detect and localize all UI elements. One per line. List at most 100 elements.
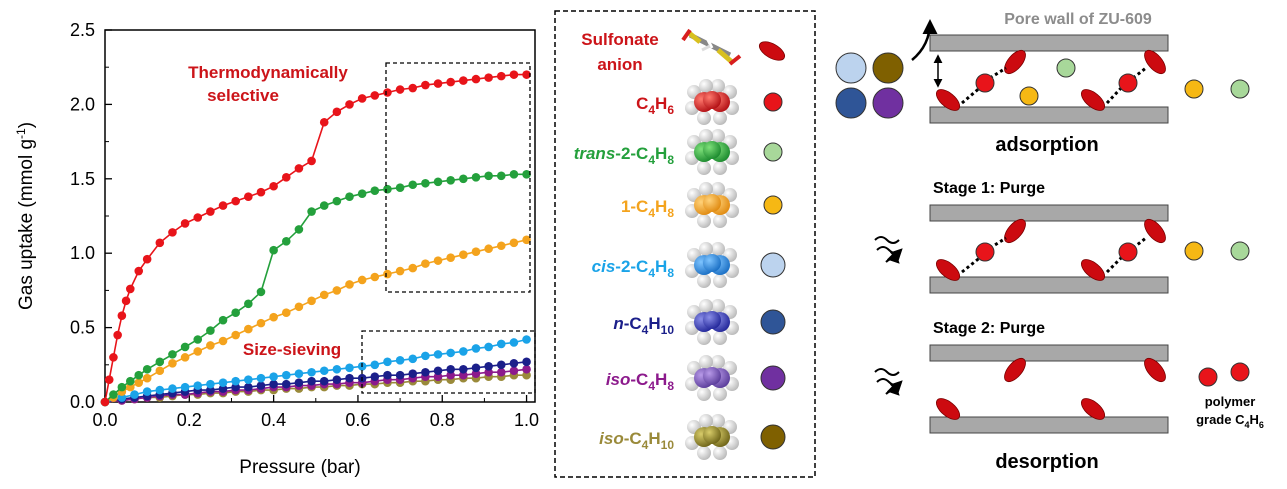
legend-item: n-C4H10 (613, 299, 786, 345)
data-point (471, 74, 481, 84)
data-point (319, 117, 329, 127)
data-point (421, 178, 430, 188)
data-point (142, 387, 152, 396)
data-point (509, 238, 519, 248)
data-point (522, 364, 531, 374)
data-point (142, 254, 152, 264)
data-point (408, 263, 418, 273)
data-point (395, 183, 405, 193)
series-line (104, 361, 527, 403)
data-point (471, 173, 481, 182)
thermo-selective-box (385, 62, 531, 293)
data-point (484, 342, 493, 352)
data-point (206, 207, 215, 216)
sulfonate-molecule-icon (681, 28, 742, 66)
data-point (509, 338, 519, 347)
data-point (496, 171, 506, 181)
data-point (496, 71, 506, 81)
legend-dot (760, 365, 786, 391)
data-point (345, 280, 354, 289)
purge-flow-icon (874, 236, 903, 264)
data-point (446, 253, 455, 262)
data-point (193, 335, 203, 344)
sulfonate-label-line2: anion (597, 55, 642, 74)
data-point (231, 382, 240, 392)
pore-wall-top-2 (929, 204, 1169, 222)
data-point (125, 376, 135, 386)
size-sieving-box (361, 330, 536, 394)
data-point (383, 88, 392, 97)
desorption-label: desorption (995, 451, 1098, 473)
polymer-grade-line1: polymer (1205, 394, 1256, 409)
legend-dot (760, 309, 786, 335)
data-point (100, 397, 110, 407)
data-point (281, 173, 291, 182)
series-2 (100, 235, 531, 407)
data-point (484, 171, 493, 181)
data-point (332, 286, 342, 295)
legend-dot (763, 195, 783, 215)
data-point (206, 379, 215, 389)
legend-label: C4H6 (636, 94, 674, 117)
feed-dot-cis (835, 52, 867, 84)
data-point (109, 353, 118, 362)
data-point (370, 372, 380, 382)
series-line (104, 368, 527, 403)
data-point (421, 351, 430, 361)
data-point (357, 189, 367, 198)
data-point (383, 357, 392, 367)
data-point (446, 370, 455, 380)
thermo-annotation-line2: selective (207, 86, 279, 105)
data-point (117, 311, 127, 320)
x-tick-label: 0.0 (92, 410, 117, 430)
data-point (256, 373, 266, 383)
legend-dot (760, 424, 786, 450)
stage1-label: Stage 1: Purge (933, 180, 1045, 197)
data-point (256, 187, 266, 197)
sulfonate-label-line1: Sulfonate (581, 30, 658, 49)
legend-label: iso-C4H10 (599, 429, 674, 452)
data-point (218, 315, 228, 325)
data-point (332, 107, 342, 117)
data-point (244, 299, 253, 309)
data-point (370, 272, 380, 282)
data-point (168, 228, 177, 237)
stage2-panel-contents (935, 357, 1250, 420)
data-point (509, 70, 519, 79)
feed-dot-iso-c4h10 (872, 52, 904, 84)
data-point (496, 360, 506, 370)
data-point (281, 370, 291, 380)
data-point (370, 186, 380, 196)
data-point (446, 77, 455, 87)
purge-flow-icon-2 (874, 368, 903, 396)
data-point (294, 225, 304, 234)
data-point (307, 156, 316, 166)
legend-label: iso-C4H8 (606, 370, 674, 393)
data-point (155, 357, 165, 367)
data-point (269, 181, 278, 191)
data-point (125, 382, 135, 392)
y-tick-label: 1.0 (70, 243, 95, 263)
data-point (168, 384, 177, 393)
polymer-grade-line2: grade C4H6 (1196, 412, 1264, 430)
data-point (113, 330, 122, 340)
series-0 (100, 70, 531, 407)
data-point (117, 382, 127, 392)
molecule-model-icon (685, 242, 739, 288)
data-point (180, 382, 190, 392)
data-point (307, 367, 316, 377)
data-point (206, 326, 215, 335)
legend-panel: Sulfonate anion C4H6 trans-2-C4H8 1-C4H8 ci… (554, 10, 816, 478)
data-point (206, 385, 215, 395)
data-point (370, 91, 380, 100)
data-point (256, 381, 266, 390)
pore-wall-bottom-3 (929, 416, 1169, 434)
data-point (180, 342, 190, 352)
molecule-model-icon (685, 79, 739, 125)
data-point (269, 312, 278, 322)
y-tick-label: 1.5 (70, 169, 95, 189)
data-point (471, 247, 481, 257)
data-point (193, 381, 203, 390)
data-point (231, 376, 240, 386)
data-point (218, 336, 228, 346)
